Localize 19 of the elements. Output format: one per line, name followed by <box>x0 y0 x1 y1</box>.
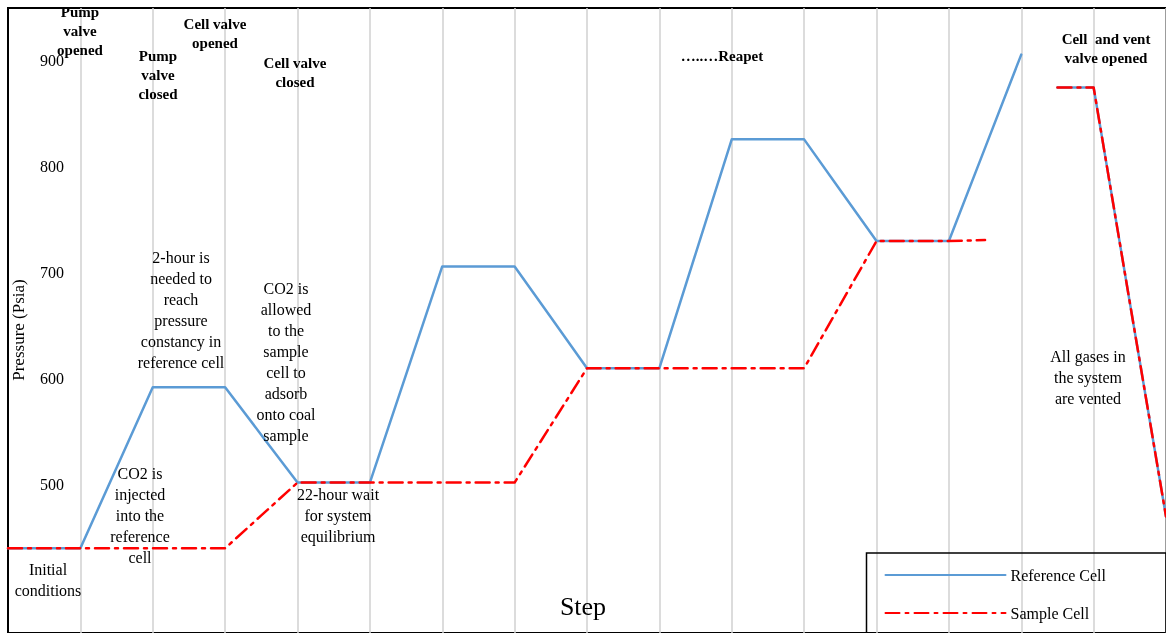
annotation: Cell and vent valve opened <box>1061 30 1151 66</box>
y-tick-label: 700 <box>40 264 64 282</box>
annotation: Cell valve closed <box>263 54 327 90</box>
x-axis-title: Step <box>559 591 607 621</box>
annotation: Cell valve opened <box>183 15 247 51</box>
y-tick-label: 600 <box>40 370 64 388</box>
annotation: Initial conditions <box>14 561 82 599</box>
annotation: Pump valve closed <box>138 48 179 102</box>
annotation: CO2 is allowed to the sample cell to adsorb onto coal sample <box>256 280 317 445</box>
annotation: …..…Reapet <box>680 48 764 64</box>
y-tick-label: 500 <box>40 476 64 494</box>
y-axis-title: Pressure (Psia) <box>8 279 28 381</box>
y-tick-label: 800 <box>40 158 64 176</box>
annotation: All gases in the system are vented <box>1050 347 1126 407</box>
text: Reference Cell <box>1010 566 1107 584</box>
annotation: 2-hour is needed to reach pressure constancy in reference cell <box>137 249 225 371</box>
text: Sample Cell <box>1010 604 1090 623</box>
annotation: CO2 is injected into the reference cell <box>110 464 170 566</box>
annotation: 22-hour wait for system equilibrium <box>296 485 380 546</box>
